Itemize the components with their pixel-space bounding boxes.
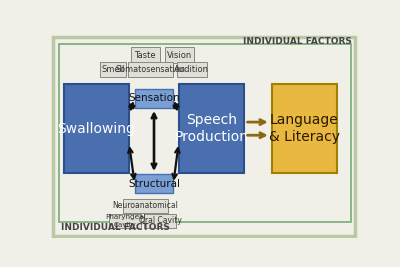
FancyBboxPatch shape [123, 199, 168, 213]
Text: INDIVIDUAL FACTORS: INDIVIDUAL FACTORS [243, 37, 352, 46]
Text: INDIVIDUAL FACTORS: INDIVIDUAL FACTORS [61, 223, 170, 233]
FancyBboxPatch shape [100, 62, 126, 77]
Text: Smell: Smell [101, 65, 124, 74]
Text: Taste: Taste [134, 51, 156, 60]
FancyBboxPatch shape [272, 84, 337, 173]
FancyBboxPatch shape [135, 89, 173, 108]
FancyBboxPatch shape [165, 48, 194, 63]
FancyBboxPatch shape [179, 84, 244, 173]
Text: Vision: Vision [167, 51, 192, 60]
FancyBboxPatch shape [131, 48, 160, 63]
FancyBboxPatch shape [177, 62, 206, 77]
Text: Sensation: Sensation [128, 93, 180, 103]
Text: Audition: Audition [174, 65, 209, 74]
FancyBboxPatch shape [128, 62, 173, 77]
Text: Neuroanatomical: Neuroanatomical [112, 202, 178, 210]
FancyBboxPatch shape [144, 214, 176, 228]
FancyBboxPatch shape [109, 214, 142, 228]
FancyBboxPatch shape [135, 174, 173, 193]
FancyBboxPatch shape [64, 84, 129, 173]
Text: Speech
Production: Speech Production [174, 113, 248, 144]
Text: Pharyngeal
Cavity: Pharyngeal Cavity [105, 214, 146, 227]
Text: Language
& Literacy: Language & Literacy [269, 113, 340, 144]
Text: Somatosensation: Somatosensation [116, 65, 186, 74]
Text: Structural: Structural [128, 179, 180, 189]
Text: Swallowing: Swallowing [58, 122, 136, 136]
FancyBboxPatch shape [53, 37, 355, 235]
Text: Oral Cavity: Oral Cavity [139, 216, 182, 225]
